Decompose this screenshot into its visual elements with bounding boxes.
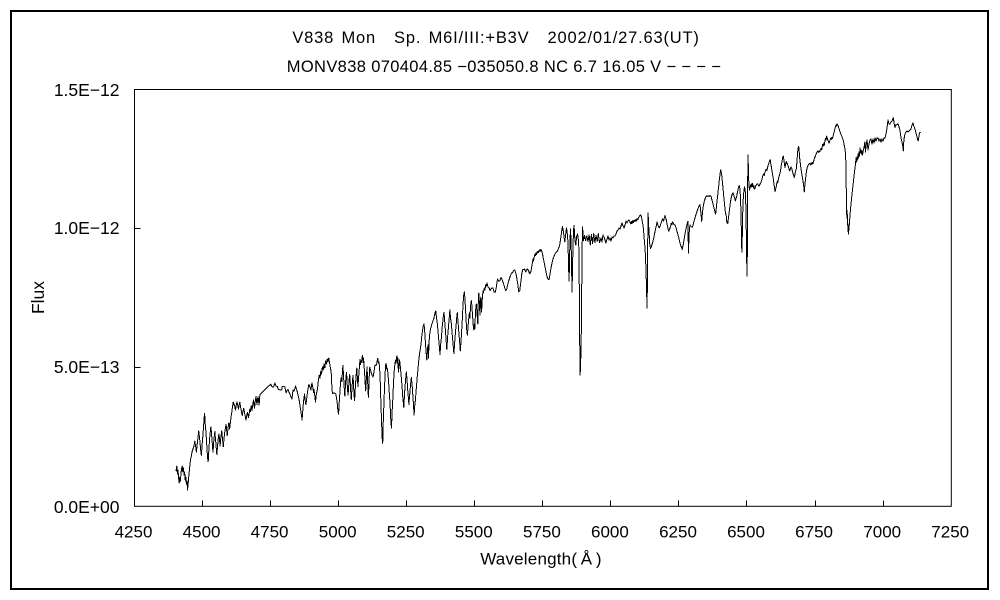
svg-text:4750: 4750 [251,523,289,542]
svg-text:5.0E−13: 5.0E−13 [54,357,120,377]
svg-text:MONV838 070404.85 −035050.8 NC: MONV838 070404.85 −035050.8 NC 6.7 16.05… [287,58,721,76]
svg-text:V838 Mon Sp. M6I/III:+B3V 20: V838 Mon Sp. M6I/III:+B3V 2002/01/27.63(… [292,29,699,47]
svg-text:1.5E−12: 1.5E−12 [54,80,120,100]
svg-text:5250: 5250 [387,523,425,542]
svg-text:7250: 7250 [931,523,969,542]
svg-text:5750: 5750 [523,523,561,542]
svg-text:0.0E+00: 0.0E+00 [54,497,120,517]
svg-text:4500: 4500 [183,523,221,542]
svg-text:1.0E−12: 1.0E−12 [54,218,120,238]
svg-text:Wavelength( Å ): Wavelength( Å ) [480,550,602,569]
svg-text:6500: 6500 [727,523,765,542]
svg-text:6250: 6250 [659,523,697,542]
svg-text:5000: 5000 [319,523,357,542]
svg-text:4250: 4250 [115,523,153,542]
svg-text:6750: 6750 [795,523,833,542]
svg-text:6000: 6000 [591,523,629,542]
svg-text:7000: 7000 [863,523,901,542]
svg-text:5500: 5500 [455,523,493,542]
svg-text:Flux: Flux [28,281,48,314]
